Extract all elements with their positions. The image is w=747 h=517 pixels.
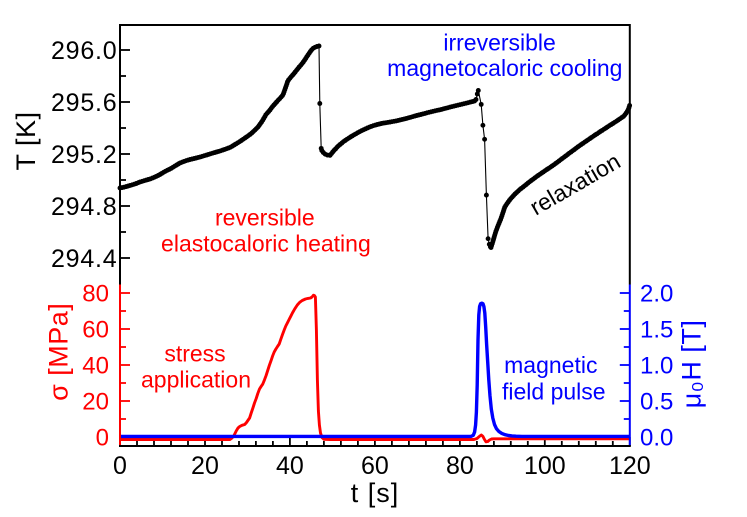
svg-text:elastocaloric heating: elastocaloric heating [161,230,371,256]
svg-text:0: 0 [96,425,109,452]
svg-text:T [K]: T [K] [11,111,41,170]
svg-text:field pulse: field pulse [502,379,606,405]
svg-text:295.6: 295.6 [51,89,118,117]
svg-text:20: 20 [82,389,109,416]
svg-text:2.0: 2.0 [640,281,673,308]
svg-text:80: 80 [82,281,109,308]
svg-text:20: 20 [191,452,219,480]
svg-text:40: 40 [82,353,109,380]
svg-text:294.8: 294.8 [51,193,118,221]
svg-text:296.0: 296.0 [51,37,118,65]
svg-text:80: 80 [446,452,474,480]
svg-text:reversible: reversible [215,205,315,231]
svg-text:magnetic: magnetic [504,352,597,378]
svg-text:t [s]: t [s] [351,478,400,508]
svg-text:294.4: 294.4 [51,245,118,273]
svg-text:magnetocaloric cooling: magnetocaloric cooling [387,55,622,81]
svg-text:0.5: 0.5 [640,389,673,416]
svg-text:stress: stress [164,341,225,367]
svg-text:60: 60 [361,452,389,480]
svg-text:295.2: 295.2 [51,141,118,169]
svg-text:μ₀H [T]: μ₀H [T] [677,320,707,409]
svg-text:60: 60 [82,317,109,344]
svg-text:120: 120 [609,452,651,480]
svg-text:1.0: 1.0 [640,353,673,380]
svg-text:1.5: 1.5 [640,317,673,344]
svg-text:0.0: 0.0 [640,425,673,452]
svg-text:σ [MPa]: σ [MPa] [44,303,74,401]
svg-text:application: application [141,367,251,393]
svg-text:100: 100 [524,452,566,480]
svg-text:40: 40 [276,452,304,480]
svg-text:irreversible: irreversible [443,30,555,56]
svg-text:0: 0 [113,452,127,480]
